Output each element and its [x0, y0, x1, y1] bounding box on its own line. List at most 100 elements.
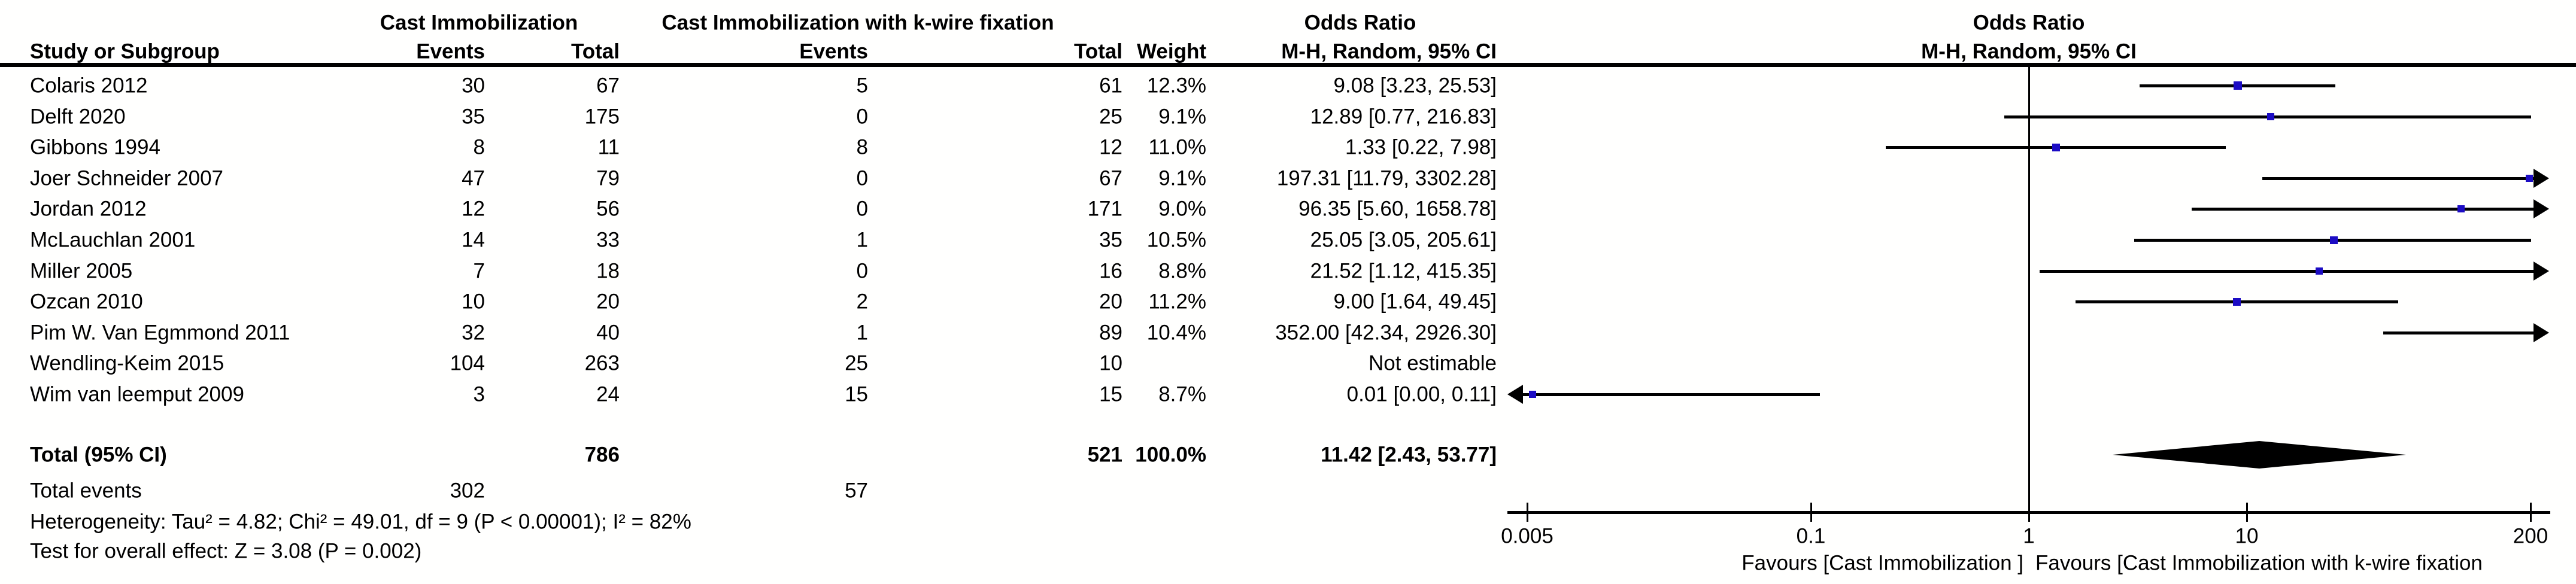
weight-value: 9.1% [1158, 166, 1206, 190]
axis-tick-label: 1 [2023, 524, 2035, 548]
events-kwire: 25 [845, 351, 868, 375]
total-events-label: Total events [30, 479, 142, 503]
col-header-events-kwire: Events [799, 39, 868, 63]
weight-value: 11.2% [1148, 290, 1206, 314]
ci-line [2383, 331, 2535, 334]
or-ci-text: 0.01 [0.00, 0.11] [1346, 382, 1497, 406]
ci-line [2192, 208, 2535, 211]
total-label: Total (95% CI) [30, 443, 167, 467]
total-cast: 175 [584, 105, 620, 129]
total-cast: 18 [596, 259, 620, 283]
weight-value: 8.8% [1158, 259, 1206, 283]
point-marker [2526, 175, 2533, 182]
events-kwire: 2 [856, 290, 868, 314]
total-kwire: 25 [1099, 105, 1122, 129]
arrow-right-icon [2533, 323, 2549, 342]
or-ci-text: 197.31 [11.79, 3302.28] [1276, 166, 1497, 190]
arrow-right-icon [2533, 261, 2549, 281]
ci-line [2262, 177, 2535, 180]
events-kwire: 0 [856, 197, 868, 221]
study-name: Jordan 2012 [30, 197, 147, 221]
total-cast: 20 [596, 290, 620, 314]
point-marker [2316, 267, 2323, 275]
col-header-total-kwire: Total [1073, 39, 1122, 63]
point-marker [2457, 205, 2465, 212]
axis-tick [2530, 503, 2532, 522]
total-or-ci: 11.42 [2.43, 53.77] [1321, 443, 1497, 467]
header-divider [0, 63, 2576, 67]
events-cast: 35 [462, 105, 485, 129]
events-cast: 30 [462, 74, 485, 98]
total-kwire: 12 [1099, 135, 1122, 159]
or-ci-text: Not estimable [1369, 351, 1497, 375]
col-header-study: Study or Subgroup [30, 39, 220, 63]
col-header-weight: Weight [1136, 39, 1206, 63]
events-kwire: 0 [856, 166, 868, 190]
plot-subtitle: M-H, Random, 95% CI [1921, 39, 2137, 63]
axis-tick [2028, 503, 2030, 522]
events-cast: 104 [450, 351, 485, 375]
study-name: Miller 2005 [30, 259, 133, 283]
point-marker [2234, 81, 2242, 90]
events-kwire: 15 [845, 382, 868, 406]
weight-value: 9.0% [1158, 197, 1206, 221]
total-cast: 67 [596, 74, 620, 98]
axis-tick-label: 0.1 [1796, 524, 1826, 548]
events-kwire: 1 [856, 228, 868, 252]
events-cast: 8 [473, 135, 485, 159]
col-header-events-cast: Events [416, 39, 485, 63]
total-events-kwire: 57 [845, 479, 868, 503]
study-name: Ozcan 2010 [30, 290, 143, 314]
favours-left-label: Favours [Cast Immobilization ] [1741, 551, 2023, 575]
total-cast: 33 [596, 228, 620, 252]
total-kwire: 67 [1099, 166, 1122, 190]
total-kwire: 35 [1099, 228, 1122, 252]
or-ci-text: 21.52 [1.12, 415.35] [1310, 259, 1497, 283]
favours-right-label: Favours [Cast Immobilization with k-wire… [2035, 551, 2483, 575]
ci-line [1522, 393, 1820, 396]
events-cast: 14 [462, 228, 485, 252]
or-ci-text: 12.89 [0.77, 216.83] [1310, 105, 1497, 129]
total-cast: 24 [596, 382, 620, 406]
total-weight: 100.0% [1135, 443, 1206, 467]
events-cast: 3 [473, 382, 485, 406]
axis-tick [2246, 503, 2248, 522]
point-marker [2330, 236, 2338, 244]
events-cast: 7 [473, 259, 485, 283]
axis-tick [1810, 503, 1812, 522]
study-name: Wendling-Keim 2015 [30, 351, 224, 375]
total-kwire: 61 [1099, 74, 1122, 98]
arrow-right-icon [2533, 199, 2549, 218]
or-ci-text: 9.08 [3.23, 25.53] [1333, 74, 1497, 98]
axis-tick-label: 200 [2513, 524, 2548, 548]
total-events-cast: 302 [450, 479, 485, 503]
col-header-or-ci: M-H, Random, 95% CI [1281, 39, 1497, 63]
pooled-diamond [2113, 441, 2406, 469]
total-cast-n: 786 [584, 443, 620, 467]
axis-tick-label: 0.005 [1501, 524, 1554, 548]
study-name: Joer Schneider 2007 [30, 166, 223, 190]
total-kwire: 15 [1099, 382, 1122, 406]
point-marker [1529, 391, 1536, 398]
weight-value: 11.0% [1148, 135, 1206, 159]
weight-value: 9.1% [1158, 105, 1206, 129]
point-marker [2233, 298, 2241, 306]
total-kwire: 171 [1087, 197, 1122, 221]
events-cast: 12 [462, 197, 485, 221]
total-kwire: 16 [1099, 259, 1122, 283]
study-name: Pim W. Van Egmmond 2011 [30, 321, 290, 345]
total-cast: 40 [596, 321, 620, 345]
total-kwire: 10 [1099, 351, 1122, 375]
events-kwire: 0 [856, 259, 868, 283]
events-kwire: 5 [856, 74, 868, 98]
col-header-total-cast: Total [571, 39, 620, 63]
arrow-right-icon [2533, 169, 2549, 188]
point-marker [2052, 144, 2060, 151]
total-cast: 79 [596, 166, 620, 190]
study-name: Wim van leemput 2009 [30, 382, 244, 406]
study-name: Delft 2020 [30, 105, 126, 129]
group-header-kwire: Cast Immobilization with k-wire fixation [662, 11, 1054, 35]
or-ci-text: 9.00 [1.64, 49.45] [1333, 290, 1497, 314]
or-ci-text: 352.00 [42.34, 2926.30] [1275, 321, 1497, 345]
